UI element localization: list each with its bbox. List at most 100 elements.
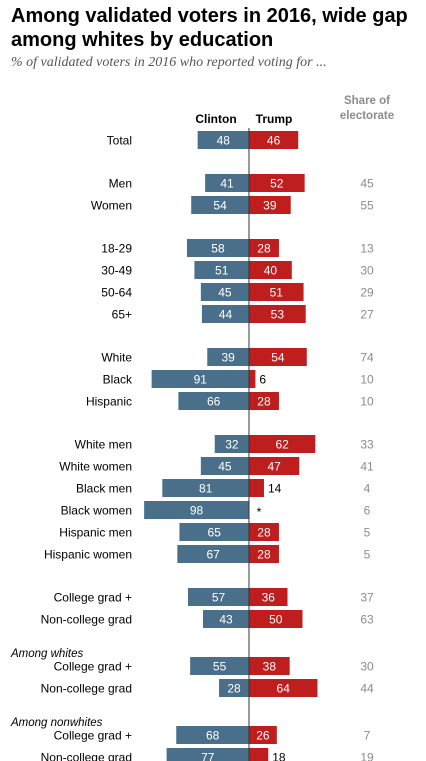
share-value: 45 [360,177,374,191]
row-label: 30-49 [101,264,132,278]
trump-value: 38 [263,660,277,674]
trump-bar [249,283,304,301]
clinton-value: 48 [217,134,231,148]
row-label: Black [103,373,133,387]
row-label: College grad + [54,729,132,743]
trump-value: 64 [277,682,291,696]
trump-bar [249,261,292,279]
clinton-value: 77 [201,751,215,761]
trump-value: 52 [270,177,284,191]
group-label: Among nonwhites [10,717,103,729]
share-value: 44 [360,682,374,696]
trump-value: * [257,505,262,519]
chart-title: Among validated voters in 2016, wide gap… [11,5,408,51]
trump-value: 28 [257,242,271,256]
clinton-bar [205,174,249,192]
share-value: 5 [364,526,371,540]
clinton-bar [166,748,249,761]
clinton-value: 66 [207,395,221,409]
row-label: Women [91,199,132,213]
row-label: 65+ [112,308,132,322]
clinton-value: 91 [194,373,208,387]
share-value: 10 [360,373,374,387]
share-value: 27 [360,308,374,322]
clinton-value: 44 [219,308,233,322]
trump-value: 6 [259,373,266,387]
clinton-bar [151,370,249,388]
row-label: White women [59,460,132,474]
trump-value: 54 [271,351,285,365]
row-label: White [101,351,132,365]
share-value: 19 [360,751,374,761]
trump-value: 26 [256,729,270,743]
trump-bar [249,131,299,149]
clinton-bar [207,348,249,366]
clinton-bar [178,392,249,410]
clinton-bar [194,261,249,279]
share-value: 29 [360,286,374,300]
trump-value: 50 [269,613,283,627]
share-value: 6 [364,504,371,518]
trump-bar [249,196,291,214]
clinton-bar [144,501,249,519]
trump-value: 53 [271,308,285,322]
trump-value: 36 [262,591,276,605]
trump-bar [249,679,318,697]
clinton-value: 81 [199,482,213,496]
clinton-bar [179,523,249,541]
trump-bar [249,370,256,388]
trump-value: 62 [275,438,289,452]
share-value: 7 [364,729,371,743]
share-value: 10 [360,395,374,409]
share-value: 30 [360,264,374,278]
trump-bar [249,239,279,257]
clinton-bar [214,435,249,453]
share-header: Share of electorate [340,95,394,122]
group-label: Among whites [10,648,83,660]
chart-subtitle: % of validated voters in 2016 who report… [11,55,327,70]
share-value: 5 [364,548,371,562]
row-label: Black men [76,482,132,496]
trump-bar [249,657,290,675]
row-label: Non-college grad [41,682,132,696]
row-label: 50-64 [101,286,132,300]
clinton-bar [186,239,249,257]
row-label: Hispanic men [59,526,132,540]
share-value: 41 [360,460,374,474]
trump-value: 40 [264,264,278,278]
share-value: 13 [360,242,374,256]
share-value: 37 [360,591,374,605]
trump-bar [249,748,269,761]
trump-value: 28 [257,395,271,409]
trump-header: Trump [256,112,293,126]
clinton-bar [190,657,249,675]
share-value: 55 [360,199,374,213]
trump-value: 39 [263,199,277,213]
row-label: Men [109,177,132,191]
trump-value: 46 [267,134,281,148]
clinton-value: 51 [215,264,229,278]
trump-bar [249,457,300,475]
clinton-bar [191,196,249,214]
clinton-bar [200,457,249,475]
share-value: 74 [360,351,374,365]
trump-bar [249,348,307,366]
clinton-value: 41 [220,177,234,191]
trump-value: 28 [257,548,271,562]
trump-value: 28 [257,526,271,540]
trump-bar [249,305,306,323]
share-value: 4 [364,482,371,496]
clinton-value: 54 [213,199,227,213]
clinton-bar [201,305,249,323]
row-label: College grad + [54,591,132,605]
row-label: 18-29 [101,242,132,256]
clinton-bar [202,610,249,628]
row-label: Non-college grad [41,751,132,761]
clinton-bar [162,479,249,497]
clinton-bar [188,588,249,606]
clinton-value: 65 [208,526,222,540]
clinton-bar [219,679,249,697]
trump-bar [249,726,277,744]
clinton-value: 58 [211,242,225,256]
